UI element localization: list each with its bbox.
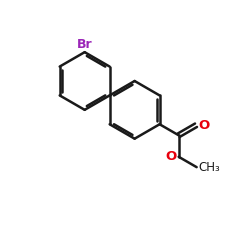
Text: O: O	[198, 119, 209, 132]
Text: O: O	[166, 150, 177, 163]
Text: Br: Br	[77, 38, 92, 51]
Text: CH₃: CH₃	[198, 161, 220, 174]
